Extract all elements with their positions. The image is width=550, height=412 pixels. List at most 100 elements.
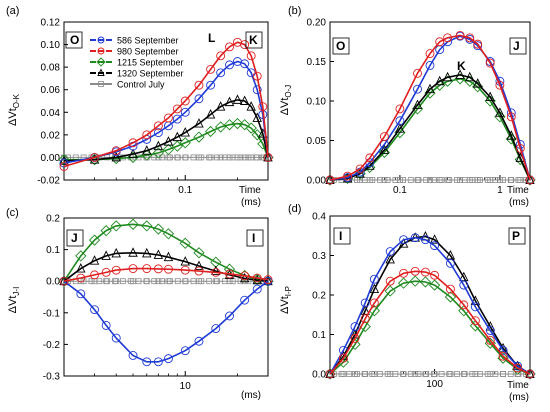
panel-a-point-s586-11 — [216, 68, 226, 78]
panel-d-id: (d) — [288, 203, 301, 215]
panel-c-point-s1320-4 — [111, 247, 121, 258]
panel-b-point-s1320-7 — [425, 83, 435, 94]
panel-c-ytick-label-3: 0.0 — [46, 277, 60, 288]
panel-d-xtick-label-0: 100 — [426, 379, 443, 390]
panel-d-point-s980-13 — [485, 335, 495, 345]
panel-a-point-s980-11 — [216, 51, 226, 61]
panel-c-grid-layer: -0.3 -0.2 -0.1 0.0 0.1 0.2 10 — [43, 214, 238, 392]
panel-a-point-s586-8 — [180, 107, 190, 117]
panel-a-point-s1320-16 — [252, 112, 262, 122]
panel-c-control-dense-point-7 — [119, 278, 126, 285]
panel-b-corner-left: O — [336, 39, 345, 53]
panel-a-ylabel-sub: O-K — [12, 93, 21, 108]
panel-a-ytick-label-6: 0.10 — [41, 40, 61, 51]
panel-c-point-s586-2 — [90, 305, 99, 315]
panel-c-point-s980-9 — [180, 265, 190, 275]
panel-c-control-dense-point-4 — [96, 278, 103, 285]
panel-c-frame — [63, 217, 269, 377]
legend-label-control: Control July — [117, 80, 165, 90]
panel-d-point-s980-3 — [360, 314, 370, 324]
panel-c-point-s1215-1 — [75, 250, 87, 262]
legend-marker-control — [98, 81, 104, 87]
panel-d-point-s586-12 — [470, 302, 480, 312]
panel-a-series-line-s980 — [63, 41, 269, 168]
panel-b-point-s980-5 — [395, 104, 405, 114]
panel-b-series-line-s1320 — [329, 74, 531, 181]
panel-c-point-s1215-3 — [100, 225, 112, 237]
panel-b-control-dense-point-20 — [484, 177, 491, 183]
panel-c-point-s980-6 — [142, 264, 152, 274]
panel-d-control-dense-point-2 — [346, 371, 353, 377]
panel-a-point-s1320-10 — [205, 109, 216, 119]
panel-a-point-s1320-18 — [263, 151, 273, 162]
panel-c-point-s1320-5 — [128, 247, 138, 257]
panel-a-control-dense-point-15 — [182, 154, 189, 161]
panel-d-control-dense-point-21 — [492, 371, 499, 377]
panel-a-point-s1215-9 — [193, 131, 205, 143]
panel-c-point-s1320-14 — [252, 274, 262, 285]
panel-a-point-s980-18 — [263, 152, 273, 162]
panel-c-point-s980-14 — [252, 273, 262, 283]
panel-c-point-s980-0 — [59, 276, 69, 286]
panel-d-point-s586-5 — [385, 247, 395, 257]
panel-a-point-s586-10 — [206, 80, 216, 90]
panel-a-point-s1320-5 — [153, 140, 164, 151]
panel-d-control-dense-point-10 — [407, 371, 414, 377]
panel-c-ytick-label-0: -0.3 — [43, 372, 61, 383]
panel-a-point-s1215-15 — [245, 122, 257, 134]
panel-d-control-dense-point-23 — [507, 371, 514, 377]
panel-b-control-dense-point-5 — [369, 177, 376, 183]
panel-c-point-s1320-7 — [153, 249, 164, 259]
panel-d-control-dense-point-19 — [477, 371, 483, 377]
panel-d-point-s1215-6 — [397, 277, 410, 289]
legend-label-s1215: 1215 September — [117, 58, 184, 68]
panel-a-point-s980-8 — [180, 96, 190, 106]
panel-c-control-dense-point-18 — [206, 278, 213, 285]
panel-d-control-dense-point-13 — [430, 371, 437, 377]
panel-a-corner-right: K — [249, 33, 258, 47]
panel-d-point-s980-15 — [513, 363, 523, 373]
panel-a-series-line-s1320 — [63, 99, 269, 162]
panel-d-control-dense-point-8 — [392, 371, 399, 377]
panel-c-point-s1320-15 — [263, 275, 273, 286]
panel-d-point-s586-13 — [485, 326, 495, 335]
panel-b-corner-right: J — [513, 39, 520, 53]
panel-a-point-s1215-13 — [231, 117, 244, 130]
panel-c-point-s1320-1 — [76, 263, 86, 273]
panel-b-control-dense-point-10 — [407, 177, 414, 183]
panel-b-point-control-14 — [496, 177, 503, 183]
panel-d-point-s980-7 — [410, 266, 420, 276]
panel-c-point-s1215-4 — [110, 220, 122, 232]
panel-d-corner-right-box — [508, 227, 526, 245]
panel-a-point-s1320-9 — [194, 118, 204, 128]
panel-c-point-s1320-6 — [142, 247, 152, 258]
panel-c-control-dense-point-20 — [221, 278, 228, 285]
panel-d-point-s1320-4 — [369, 283, 380, 294]
panel-b-point-s980-4 — [379, 132, 389, 142]
panel-d-series-layer — [324, 231, 536, 380]
panel-d-control-dense-point-24 — [515, 371, 522, 377]
panel-c-control-dense-point-12 — [159, 278, 165, 285]
panel-b-point-s1320-15 — [506, 130, 517, 140]
panel-d-point-s586-9 — [430, 241, 440, 251]
panel-b-id: (b) — [288, 5, 301, 17]
panel-a-point-s1215-11 — [215, 121, 227, 133]
panel-c-point-control-7 — [155, 278, 162, 285]
panel-a-control-dense-point-21 — [229, 154, 236, 161]
panel-a-point-s1320-1 — [89, 154, 100, 164]
panel-d-point-s980-1 — [338, 353, 348, 363]
panel-d-point-s586-11 — [459, 280, 469, 290]
panel-a-ytick-label-3: 0.04 — [41, 108, 61, 119]
panel-a-point-control-11 — [217, 154, 224, 161]
panel-c-point-s1215-2 — [88, 234, 101, 246]
panel-c-control-dense-point-14 — [174, 278, 181, 285]
panel-a-point-s586-16 — [252, 85, 262, 95]
panel-a-point-s586-7 — [172, 114, 182, 124]
panel-d-control-dense-point-22 — [500, 371, 506, 377]
panel-a-series-line-s586 — [63, 60, 269, 164]
panel-b-point-s980-9 — [443, 33, 453, 43]
panel-b-control-dense-point-24 — [515, 177, 522, 183]
panel-b-series-line-s586 — [329, 35, 531, 181]
panel-b-point-s1320-5 — [395, 123, 405, 133]
panel-b-control-dense-point-22 — [500, 177, 506, 183]
